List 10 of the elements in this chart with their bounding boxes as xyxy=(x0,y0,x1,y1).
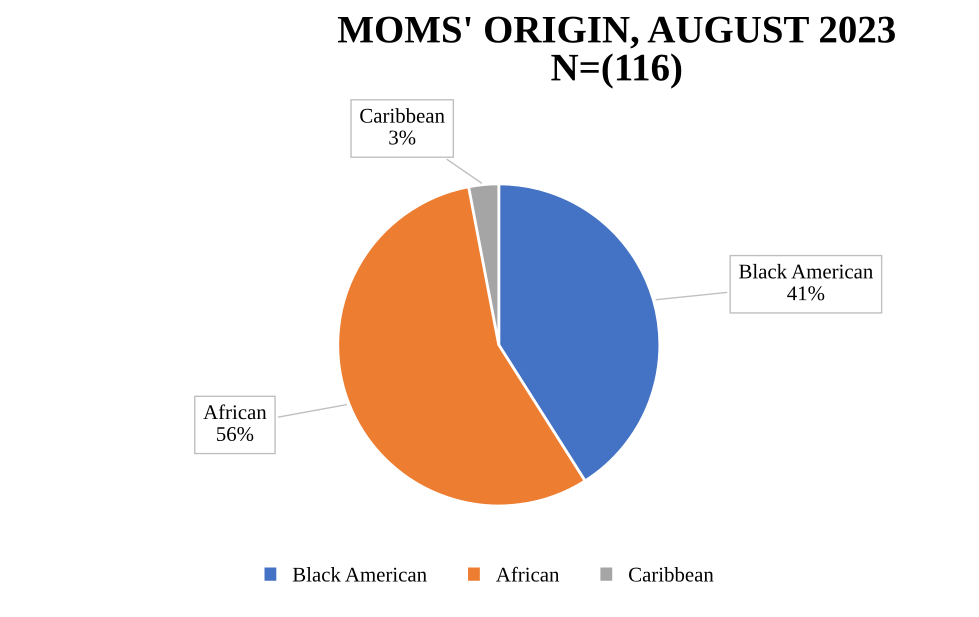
legend-label: African xyxy=(496,566,560,582)
legend-label: Caribbean xyxy=(629,567,714,582)
slice-label: Caribbean xyxy=(360,108,445,123)
data-label: 41% xyxy=(787,286,824,300)
data-label: 56% xyxy=(217,426,254,442)
data-label: 3% xyxy=(389,130,416,145)
slice-label: Black American xyxy=(739,264,873,279)
chart-title: MOMS' ORIGIN, AUGUST 2023 N=(116) xyxy=(338,16,895,89)
legend-label: Black American xyxy=(292,567,427,582)
slice-label: African xyxy=(203,404,266,420)
